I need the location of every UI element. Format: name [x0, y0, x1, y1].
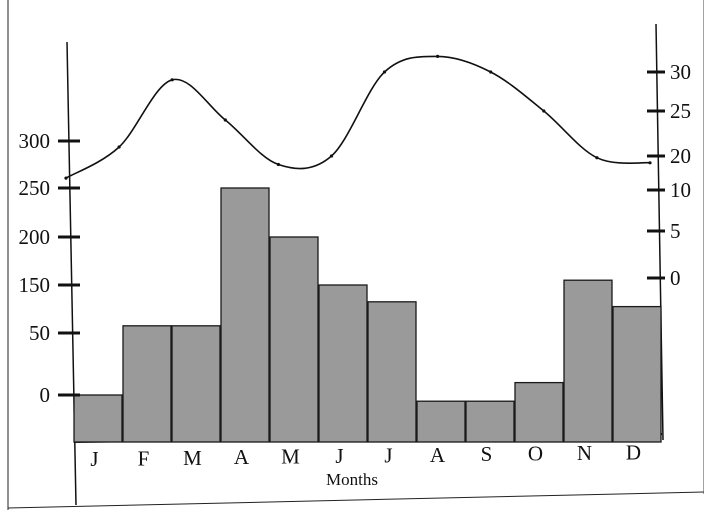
bar-2 — [122, 325, 172, 443]
bar-12 — [612, 305, 662, 443]
bar-10 — [514, 381, 564, 443]
bar-3 — [171, 325, 221, 443]
left-tick-label: 0 — [40, 383, 51, 407]
month-label-10: O — [528, 442, 543, 466]
line-point-5 — [276, 162, 280, 167]
month-label-7: J — [384, 443, 392, 467]
left-axis-ticks: 0 50 150 200 250 300 — [19, 129, 80, 407]
right-axis-ticks: 0 5 10 20 25 30 — [647, 60, 691, 290]
bars-layer — [73, 187, 662, 443]
month-label-1: J — [90, 447, 98, 471]
line-point-10 — [542, 109, 546, 113]
left-tick-label: 300 — [19, 129, 51, 153]
right-tick-label: 5 — [670, 219, 681, 243]
line-point-9 — [489, 70, 493, 74]
line-point-1 — [64, 176, 68, 180]
right-tick-label: 10 — [670, 178, 691, 202]
bar-6 — [318, 284, 368, 443]
bar-8 — [416, 400, 466, 443]
line-layer — [64, 54, 652, 180]
bar-9 — [465, 400, 515, 443]
month-label-11: N — [577, 441, 592, 465]
bar-4 — [220, 187, 270, 443]
bar-5 — [269, 236, 319, 443]
month-label-8: A — [430, 443, 446, 467]
x-axis-title: Months — [326, 470, 378, 489]
month-label-3: M — [183, 446, 202, 470]
left-tick-label: 50 — [29, 321, 50, 345]
right-tick-label: 20 — [670, 144, 691, 168]
month-label-6: J — [335, 444, 343, 468]
line-point-6 — [329, 154, 334, 158]
left-tick-label: 250 — [19, 176, 51, 200]
right-tick-label: 30 — [670, 60, 691, 84]
line-point-2 — [117, 145, 121, 149]
left-tick-label: 200 — [19, 225, 51, 249]
month-label-2: F — [138, 446, 150, 470]
line-point-8 — [436, 54, 440, 59]
month-label-12: D — [626, 440, 641, 464]
right-tick-label: 0 — [670, 266, 681, 290]
bar-7 — [367, 301, 417, 443]
month-label-5: M — [281, 445, 300, 469]
line-point-4 — [223, 118, 227, 122]
bottom-frame-line — [7, 491, 704, 509]
bar-11 — [563, 279, 613, 443]
month-label-9: S — [481, 442, 493, 466]
right-tick-label: 25 — [670, 99, 691, 123]
line-point-3 — [170, 78, 174, 82]
line-point-7 — [382, 70, 387, 74]
left-tick-label: 150 — [19, 273, 51, 297]
month-label-4: A — [234, 445, 250, 469]
line-point-11 — [595, 156, 599, 160]
line-point-12 — [648, 161, 652, 165]
bar-1 — [73, 394, 123, 443]
